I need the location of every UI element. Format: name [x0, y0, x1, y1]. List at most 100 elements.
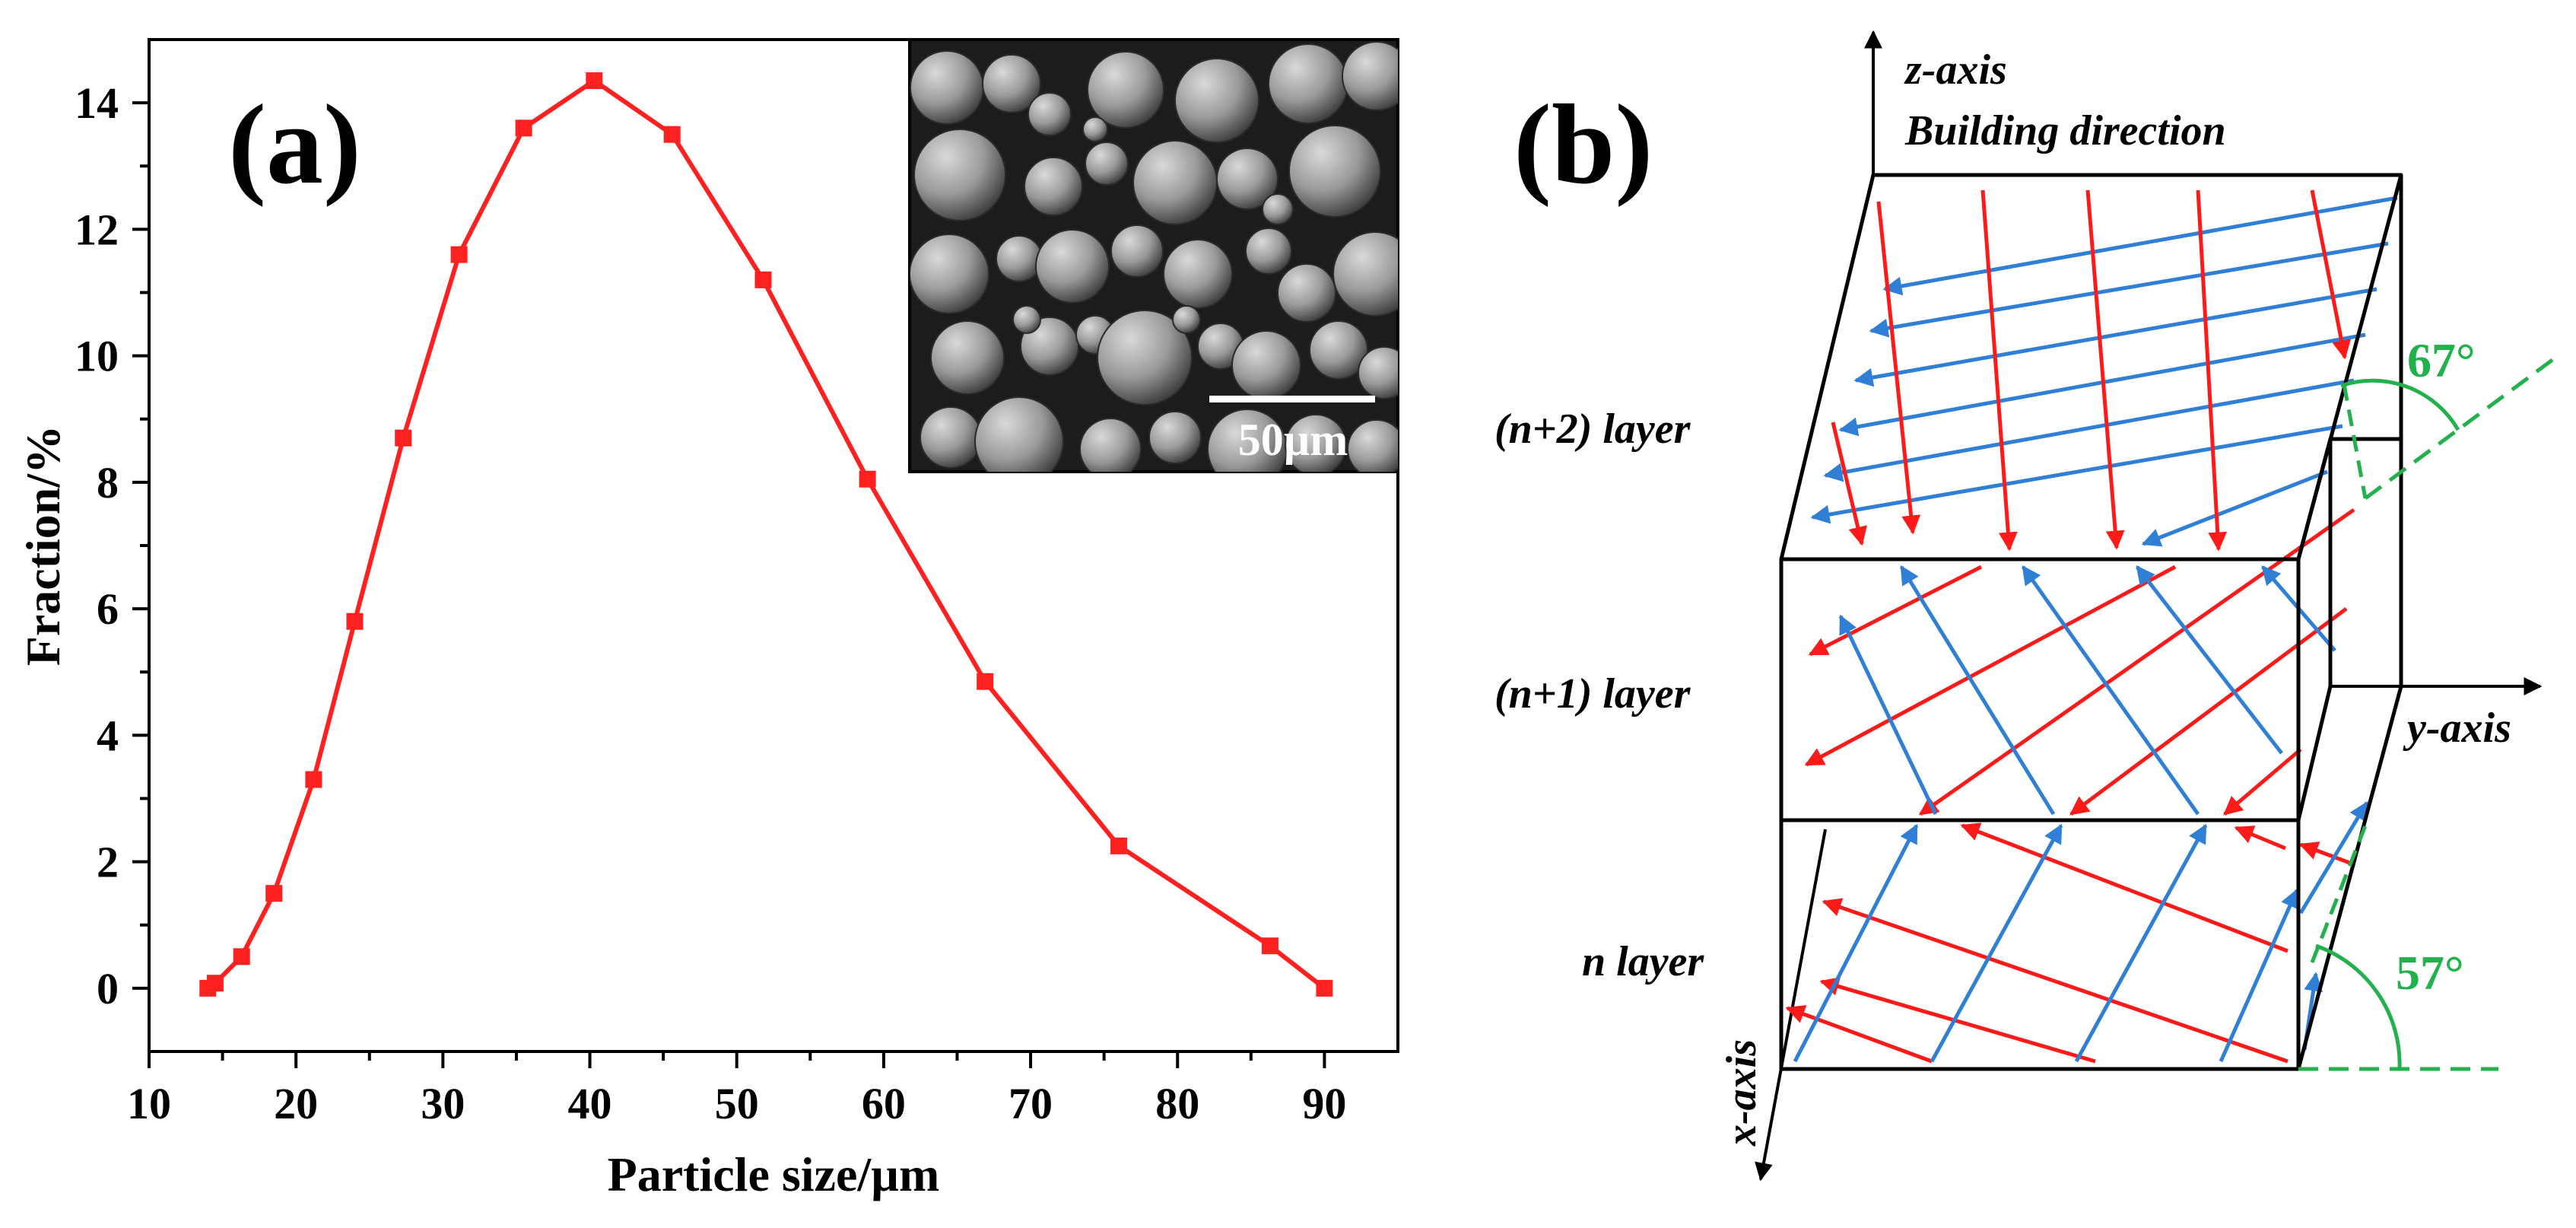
scan-vector: [2074, 823, 2208, 1063]
scan-vector: [2136, 565, 2283, 755]
particle: [1082, 116, 1108, 142]
particle: [920, 406, 982, 469]
scan-vector: [1882, 196, 2398, 296]
x-tick-label: 60: [862, 1079, 906, 1128]
particle: [1110, 224, 1164, 278]
particle: [1020, 317, 1079, 376]
y-tick-label: 8: [97, 458, 119, 507]
x-tick-label: 20: [274, 1079, 318, 1128]
particle: [1012, 305, 1041, 334]
x-axis-label: x-axis: [1718, 1039, 1765, 1147]
data-point: [515, 119, 532, 137]
particle: [1085, 142, 1129, 186]
particle: [1358, 346, 1398, 399]
scan-vector: [1808, 565, 1983, 657]
data-point: [233, 948, 250, 966]
angle-67-label: 67°: [2407, 333, 2476, 387]
scan-vector: [1930, 823, 2063, 1063]
x-tick-label: 90: [1302, 1079, 1346, 1128]
particle: [910, 234, 989, 314]
scan-vector: [1980, 189, 2018, 552]
layer-frames: [1779, 173, 2403, 1071]
y-tick-label: 4: [97, 711, 119, 760]
angle-67-arc: [2340, 378, 2460, 431]
particle: [1342, 41, 1398, 111]
panel-a-label: (a): [228, 81, 361, 208]
y-tick-label: 0: [97, 964, 119, 1013]
particle: [1028, 92, 1072, 136]
panel-b-diagram: (b) z-axis Building direction y-axis x-a…: [1494, 30, 2557, 1182]
layer-label-n: n layer: [1582, 938, 1704, 985]
scan-vector: [1823, 378, 2355, 482]
y-tick-label: 10: [75, 332, 119, 381]
data-series: [199, 72, 1333, 997]
layer-label-n1: (n+1) layer: [1494, 670, 1691, 717]
data-point: [1110, 837, 1127, 854]
y-tick-label: 14: [75, 78, 119, 128]
z-axis-label: z-axis: [1904, 46, 2007, 94]
data-point: [265, 885, 283, 902]
x-tick-label: 30: [421, 1079, 465, 1128]
x-axis-ticks: 10 20 30 40 50 60 70 80 90: [127, 1051, 1346, 1128]
scan-vector: [1831, 422, 1867, 546]
scan-vector: [2196, 189, 2228, 552]
scan-vector: [1960, 822, 2289, 953]
scan-vector: [1869, 241, 2389, 338]
scan-vector: [2141, 469, 2328, 547]
panel-b-label: (b): [1514, 81, 1653, 208]
particle: [1163, 239, 1233, 309]
particle: [996, 235, 1043, 282]
scan-vector: [1918, 507, 2355, 816]
data-point: [346, 612, 364, 630]
x-tick-label: 10: [127, 1079, 171, 1128]
front-face-lower: [1779, 818, 2301, 1071]
sem-inset: 50µm: [908, 38, 1399, 473]
particle: [974, 396, 1064, 472]
scan-vector: [2021, 565, 2200, 816]
particle: [910, 50, 984, 125]
scan-vector: [1853, 287, 2377, 387]
angle-markers: [2298, 355, 2557, 1071]
scale-bar: [1209, 396, 1375, 402]
scan-vector: [2234, 826, 2286, 851]
scan-vector: [1838, 614, 1938, 816]
particle: [1288, 125, 1381, 218]
data-point: [450, 246, 468, 263]
particle: [1172, 305, 1201, 334]
y-axis-label: Fraction/%: [16, 425, 70, 666]
scan-vector: [1819, 977, 2096, 1064]
particle: [1035, 229, 1110, 304]
scan-vector: [1899, 565, 2056, 816]
x-tick-label: 80: [1155, 1079, 1199, 1128]
sem-particles: [910, 41, 1398, 472]
data-point: [206, 975, 224, 992]
particle: [1262, 193, 1294, 225]
data-point: [305, 771, 322, 788]
particle: [1309, 320, 1368, 380]
data-point: [663, 126, 681, 143]
particle: [1132, 140, 1218, 225]
y-axis-label: y-axis: [2403, 705, 2511, 752]
y-tick-label: 2: [97, 838, 119, 887]
x-axis-label: Particle size/µm: [608, 1147, 940, 1201]
x-tick-label: 70: [1008, 1079, 1053, 1128]
particle: [982, 54, 1041, 113]
x-tick-label: 50: [715, 1079, 759, 1128]
layer-label-n2: (n+2) layer: [1494, 406, 1691, 453]
particle: [930, 320, 1005, 395]
particle: [1277, 263, 1336, 323]
particle: [1231, 330, 1301, 400]
data-point: [1316, 979, 1333, 997]
data-point: [1261, 937, 1278, 955]
particle: [1216, 148, 1278, 210]
front-face-upper: [1779, 557, 2301, 822]
angle-57-label: 57°: [2396, 946, 2464, 1000]
data-point: [586, 72, 603, 90]
data-point: [395, 429, 412, 447]
scan-vector: [1793, 823, 1919, 1063]
y-tick-label: 12: [75, 205, 119, 254]
scan-vector: [1822, 898, 2289, 1064]
y-axis-ticks: 0 2 4 6 8 10 12 14: [75, 78, 149, 1013]
scan-vectors: [1785, 189, 2398, 1064]
